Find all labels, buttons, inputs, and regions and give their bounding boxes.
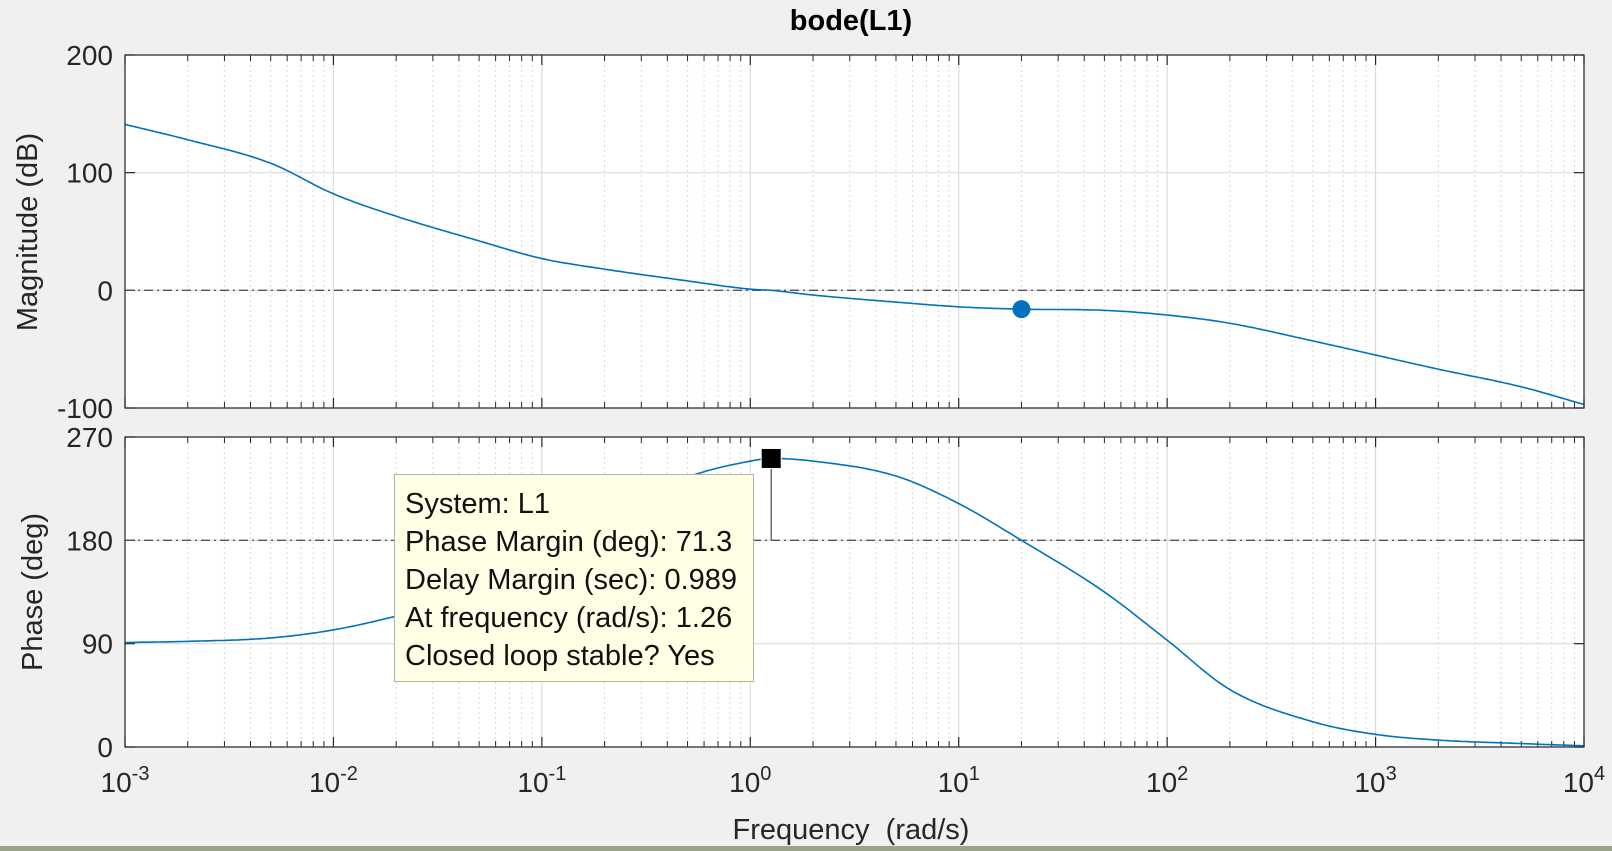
chart-title: bode(L1) xyxy=(790,5,912,37)
y-tick-label: 180 xyxy=(66,525,113,556)
x-tick-label: 103 xyxy=(1354,763,1396,798)
y-tick-label: 270 xyxy=(66,422,113,453)
magnitude-curve xyxy=(124,123,1585,406)
datatip-delay-margin: Delay Margin (sec): 0.989 xyxy=(405,564,738,596)
gain-crossover-marker[interactable] xyxy=(1012,300,1031,319)
x-tick-label: 102 xyxy=(1146,763,1188,798)
y-tick-label: 100 xyxy=(66,158,113,189)
x-tick-label: 101 xyxy=(938,763,980,798)
taskbar-strip xyxy=(0,846,1612,851)
x-tick-label: 10-2 xyxy=(309,763,358,798)
x-tick-label: 10-1 xyxy=(517,763,566,798)
x-tick-label: 100 xyxy=(729,763,771,798)
magnitude-y-tick-labels: -100 0 100 200 xyxy=(57,40,113,424)
margin-point xyxy=(760,447,782,469)
x-tick-label: 104 xyxy=(1563,763,1605,798)
datatip-frequency: At frequency (rad/s): 1.26 xyxy=(405,602,733,634)
phase-axis-label: Phase (deg) xyxy=(17,513,49,671)
y-tick-label: 0 xyxy=(97,732,113,763)
phase-axes xyxy=(125,437,1584,747)
datatip-phase-margin: Phase Margin (deg): 71.3 xyxy=(405,526,733,558)
datatip-system: System: L1 xyxy=(405,488,551,520)
magnitude-axis-label: Magnitude (dB) xyxy=(12,133,44,331)
x-axis-label: Frequency (rad/s) xyxy=(733,814,970,846)
y-tick-label: 0 xyxy=(97,275,113,306)
magnitude-axes xyxy=(125,55,1584,408)
y-tick-label: -100 xyxy=(57,393,113,424)
y-tick-label: 200 xyxy=(66,40,113,71)
phase-margin-marker[interactable] xyxy=(760,447,782,541)
phase-axes-border xyxy=(124,436,1585,748)
phase-y-tick-labels: 0 90 180 270 xyxy=(66,422,113,763)
datatip-stability: Closed loop stable? Yes xyxy=(405,640,715,672)
x-tick-label: 10-3 xyxy=(101,763,150,798)
datatip[interactable]: System: L1 Phase Margin (deg): 71.3 Dela… xyxy=(394,474,754,682)
magnitude-axes-border xyxy=(124,54,1585,409)
x-tick-labels: 10-3 10-2 10-1 100 101 102 103 104 xyxy=(101,763,1606,798)
magnitude-grid xyxy=(124,54,1585,409)
y-tick-label: 90 xyxy=(82,629,113,660)
phase-curve xyxy=(125,457,1585,747)
crossover-point xyxy=(1012,300,1031,319)
